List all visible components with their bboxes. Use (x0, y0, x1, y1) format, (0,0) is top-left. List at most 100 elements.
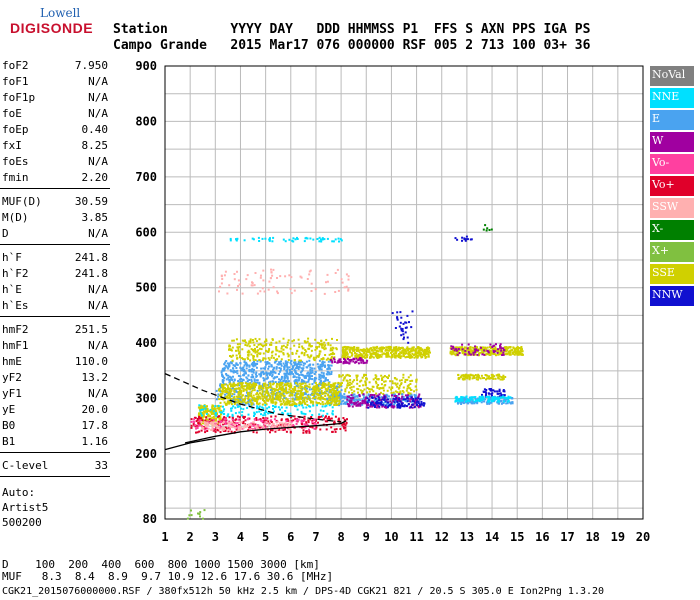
echo-point (249, 399, 252, 402)
echo-point (493, 375, 495, 378)
echo-point (262, 387, 265, 390)
echo-point (316, 346, 318, 349)
param-name: C-level (2, 459, 49, 472)
echo-point (459, 348, 462, 351)
echo-point (347, 357, 349, 360)
echo-point (394, 327, 397, 329)
echo-point (313, 395, 316, 398)
echo-point (323, 364, 326, 367)
echo-point (305, 390, 308, 393)
echo-point (306, 398, 309, 400)
echo-point (262, 345, 264, 348)
echo-point (280, 418, 283, 421)
echo-point (279, 423, 282, 426)
echo-point (396, 317, 399, 320)
echo-point (356, 395, 359, 398)
echo-point (352, 394, 355, 397)
echo-point (318, 382, 321, 385)
echo-point (272, 368, 275, 371)
echo-point (469, 346, 472, 349)
echo-point (256, 355, 259, 358)
echo-point (374, 380, 377, 383)
echo-point (410, 326, 413, 329)
echo-point (395, 350, 398, 353)
echo-point (345, 346, 348, 349)
echo-point (270, 356, 273, 359)
echo-point (271, 383, 274, 386)
echo-point (373, 351, 376, 354)
echo-point (299, 392, 302, 395)
echo-point (254, 364, 257, 367)
echo-point (302, 382, 305, 385)
echo-point (377, 394, 380, 397)
echo-point (253, 383, 255, 386)
echo-point (236, 357, 239, 360)
echo-point (367, 350, 370, 353)
echo-point (237, 380, 240, 383)
echo-point (483, 377, 485, 379)
echo-point (222, 398, 225, 400)
echo-point (490, 401, 493, 404)
echo-point (271, 424, 274, 427)
echo-point (231, 385, 234, 388)
echo-point (484, 346, 487, 349)
echo-point (312, 357, 315, 360)
echo-point (198, 424, 201, 427)
param-value: 7.950 (74, 59, 108, 72)
echo-point (498, 396, 501, 399)
echo-point (293, 402, 296, 405)
echo-point (362, 384, 365, 387)
echo-point (225, 378, 228, 381)
echo-point (508, 351, 511, 354)
echo-point (286, 382, 289, 385)
echo-point (362, 348, 365, 351)
echo-point (517, 353, 520, 356)
echo-point (296, 381, 299, 384)
echo-point (247, 349, 250, 352)
echo-point (285, 420, 288, 422)
echo-point (326, 398, 329, 401)
echo-point (206, 430, 209, 432)
echo-point (409, 383, 412, 385)
echo-point (389, 398, 392, 401)
echo-point (307, 379, 310, 381)
echo-point (310, 349, 313, 352)
echo-point (393, 403, 396, 406)
echo-point (321, 386, 324, 389)
echo-point (401, 393, 404, 396)
echo-point (193, 421, 196, 424)
echo-point (400, 397, 403, 400)
echo-point (285, 388, 288, 391)
echo-point (412, 348, 415, 351)
echo-point (199, 406, 201, 409)
echo-point (307, 337, 310, 340)
echo-point (334, 238, 337, 241)
echo-point (348, 398, 351, 401)
echo-point (342, 348, 345, 351)
echo-point (327, 382, 330, 385)
echo-point (264, 413, 267, 416)
echo-point (301, 401, 304, 404)
echo-point (281, 398, 284, 401)
echo-point (498, 348, 501, 351)
echo-point (246, 377, 249, 380)
echo-point (311, 421, 314, 423)
echo-point (318, 352, 321, 355)
echo-point (351, 353, 354, 356)
x-tick-label: 7 (312, 530, 319, 544)
echo-point (288, 427, 291, 430)
param-row: foF1p N/A (0, 90, 110, 106)
echo-point (361, 398, 364, 401)
x-tick-label: 9 (363, 530, 370, 544)
echo-point (321, 401, 324, 403)
echo-point (251, 407, 254, 410)
echo-point (272, 391, 275, 394)
echo-point (361, 349, 363, 352)
echo-point (485, 378, 487, 381)
echo-point (347, 404, 350, 407)
echo-point (307, 395, 310, 398)
echo-point (359, 353, 362, 355)
echo-point (380, 383, 383, 386)
echo-point (348, 362, 351, 365)
echo-point (230, 403, 233, 406)
